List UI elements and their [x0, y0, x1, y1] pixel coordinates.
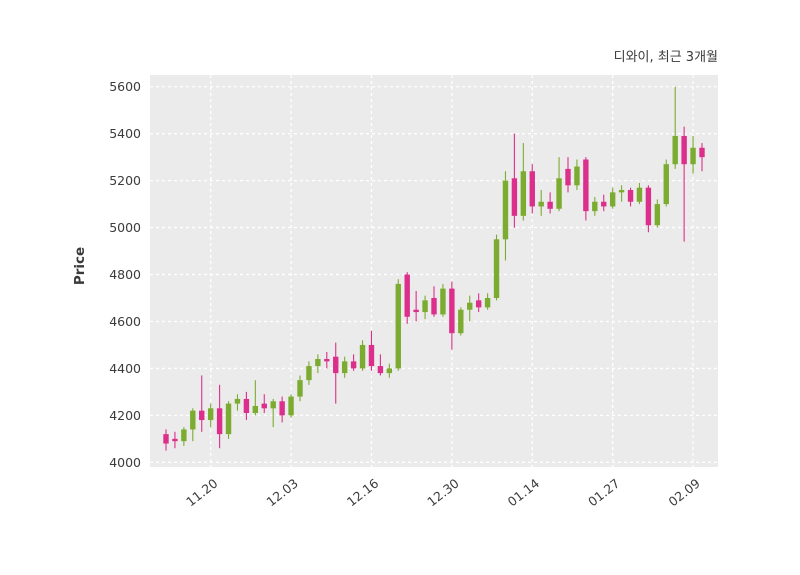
candle-body-up: [636, 187, 643, 202]
candle-body-up: [467, 302, 473, 310]
candle-body-up: [538, 201, 544, 207]
candle-body-up: [225, 403, 232, 435]
candle-body-up: [556, 178, 562, 209]
candle-body-up: [207, 408, 214, 421]
candle-body-up: [520, 171, 527, 216]
candle-body-down: [368, 344, 375, 367]
x-tick-label: 11.20: [183, 476, 220, 510]
x-tick-label: 12.03: [263, 476, 300, 510]
candle-body-down: [333, 356, 339, 374]
candle-body-down: [350, 361, 357, 369]
x-tick-label: 01.27: [585, 476, 622, 510]
y-tick-label: 5400: [109, 126, 141, 141]
y-axis-label: Price: [72, 246, 88, 286]
y-tick-label: 4400: [109, 361, 141, 376]
candle-body-down: [261, 403, 267, 409]
candle-body-down: [511, 178, 518, 216]
candle-body-up: [288, 396, 294, 416]
y-tick-label: 5600: [109, 79, 141, 94]
candle-body-up: [618, 190, 625, 193]
candle-body-up: [609, 192, 616, 207]
y-tick-label: 4200: [109, 408, 141, 423]
candle-body-up: [359, 344, 366, 369]
candle-body-down: [475, 300, 482, 308]
candle-body-up: [654, 204, 661, 226]
x-tick-label: 01.14: [505, 476, 542, 510]
candle-body-up: [493, 239, 500, 298]
candle-body-up: [270, 401, 276, 409]
candle-body-up: [574, 166, 580, 186]
candle-body-up: [252, 405, 259, 414]
candle-body-up: [386, 368, 393, 374]
candle-body-down: [216, 408, 223, 435]
candle-body-up: [315, 359, 321, 367]
y-tick-label: 5000: [109, 220, 141, 235]
candle-body-up: [422, 300, 428, 313]
candle-body-down: [279, 401, 285, 416]
candle-body-up: [341, 361, 348, 374]
candle-body-up: [395, 283, 401, 369]
candle-body-up: [672, 136, 678, 165]
candle-body-up: [690, 147, 696, 165]
x-tick-label: 12.16: [344, 476, 381, 510]
candle-body-down: [377, 366, 384, 374]
x-tick-label: 02.09: [665, 476, 702, 510]
candle-body-up: [306, 366, 312, 381]
candle-body-up: [458, 309, 464, 334]
chart-title: 디와이, 최근 3개월: [613, 50, 718, 65]
candle-body-up: [502, 180, 509, 240]
candle-body-down: [172, 438, 178, 442]
y-tick-label: 5200: [109, 173, 141, 188]
candle-body-down: [529, 171, 535, 207]
candle-body-up: [181, 429, 187, 442]
candle-body-down: [601, 201, 607, 207]
candle-body-down: [163, 434, 169, 444]
candle-body-up: [440, 288, 446, 315]
candle-body-down: [547, 201, 553, 209]
y-tick-label: 4600: [109, 314, 141, 329]
candle-body-up: [663, 164, 669, 205]
candle-body-up: [592, 201, 598, 212]
candle-body-down: [431, 297, 437, 315]
candle-body-down: [243, 398, 250, 414]
candle-body-down: [645, 187, 652, 226]
candle-body-up: [484, 297, 491, 308]
candle-body-down: [199, 410, 205, 421]
y-tick-label: 4000: [109, 455, 141, 470]
candle-body-down: [681, 136, 687, 165]
candle-body-up: [234, 398, 241, 404]
y-tick-label: 4800: [109, 267, 141, 282]
candle-body-down: [699, 147, 705, 158]
candle-body-down: [324, 359, 330, 362]
candle-body-down: [404, 274, 410, 317]
candle-body-down: [627, 190, 634, 202]
candle-body-down: [413, 309, 419, 313]
candle-body-up: [190, 410, 196, 430]
candle-body-down: [449, 288, 455, 334]
candle-body-down: [565, 168, 571, 186]
candle-body-up: [297, 380, 303, 397]
x-tick-label: 12.30: [424, 476, 461, 510]
candle-body-down: [583, 159, 589, 212]
